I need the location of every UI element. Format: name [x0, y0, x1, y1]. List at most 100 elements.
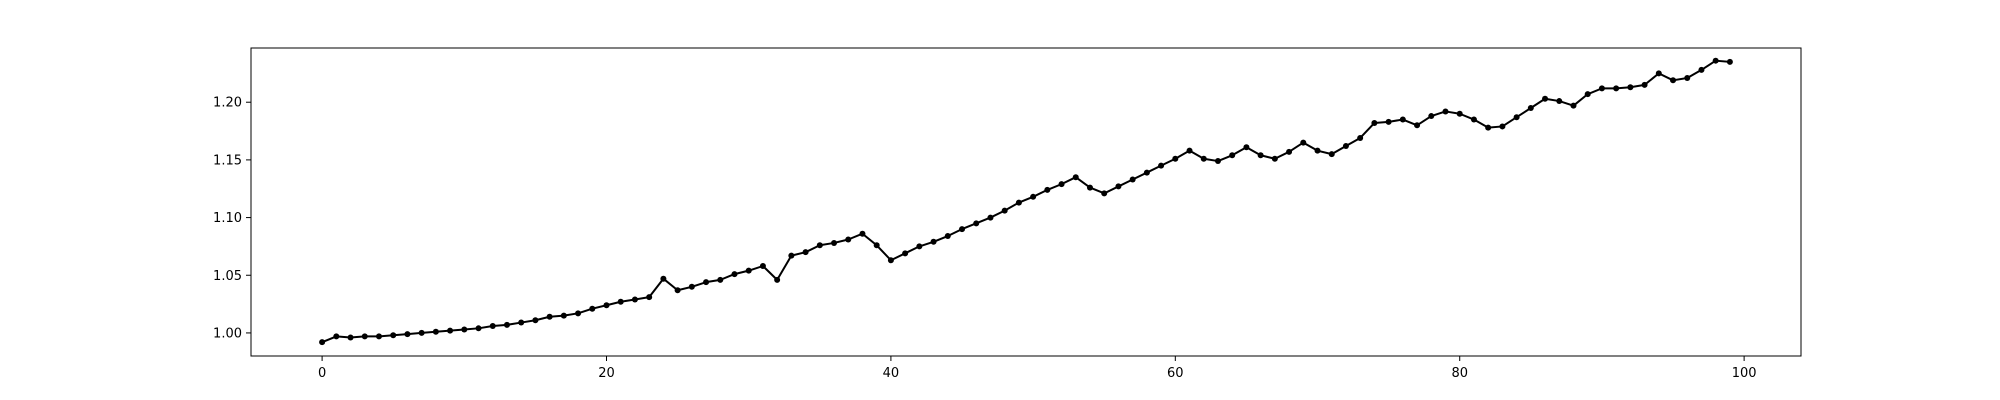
data-point — [1129, 176, 1136, 183]
data-point — [646, 294, 653, 301]
data-point — [1712, 57, 1719, 64]
data-point — [1314, 147, 1321, 154]
y-tick-label: 1.00 — [213, 326, 242, 341]
data-point — [1513, 114, 1520, 121]
data-point — [432, 328, 439, 335]
data-point — [1698, 66, 1705, 73]
data-point — [1214, 158, 1221, 165]
data-point — [731, 271, 738, 278]
data-point — [1371, 119, 1378, 126]
x-tick-label: 0 — [318, 366, 326, 381]
data-point — [532, 317, 539, 324]
data-point — [717, 276, 724, 283]
x-tick-label: 80 — [1451, 366, 1468, 381]
data-point — [1470, 116, 1477, 123]
data-point — [1015, 199, 1022, 206]
data-point — [1001, 207, 1008, 214]
data-point — [1243, 144, 1250, 151]
data-point — [759, 263, 766, 270]
data-point — [560, 312, 567, 319]
data-point — [1655, 70, 1662, 77]
data-point — [1414, 122, 1421, 129]
data-point — [1271, 155, 1278, 162]
x-tick-label: 100 — [1732, 366, 1757, 381]
data-point — [1186, 147, 1193, 154]
data-point — [674, 287, 681, 294]
data-point — [1527, 104, 1534, 111]
data-point — [1286, 148, 1293, 155]
data-point — [1613, 85, 1620, 92]
data-point — [1086, 184, 1093, 191]
x-axis: 0 20 40 60 80 100 — [318, 356, 1757, 381]
data-point — [575, 310, 582, 317]
data-point — [688, 283, 695, 290]
data-point — [333, 333, 340, 340]
data-point — [973, 220, 980, 227]
data-point — [1485, 124, 1492, 131]
data-point — [361, 333, 368, 340]
data-point — [375, 333, 382, 340]
data-point — [617, 298, 624, 305]
data-point — [1030, 193, 1037, 200]
data-point — [404, 331, 411, 338]
data-point — [589, 305, 596, 312]
data-point — [1172, 155, 1179, 162]
data-point — [703, 279, 710, 286]
data-point — [347, 334, 354, 341]
data-point — [1627, 84, 1634, 91]
data-point — [1328, 151, 1335, 158]
data-point — [475, 325, 482, 332]
data-point — [944, 233, 951, 240]
data-point — [1229, 152, 1236, 159]
data-point — [1399, 116, 1406, 123]
data-point — [1570, 102, 1577, 109]
data-point — [1428, 113, 1435, 120]
x-tick-label: 60 — [1167, 366, 1184, 381]
data-point — [1342, 143, 1349, 150]
data-point — [959, 226, 966, 233]
x-tick-label: 40 — [883, 366, 900, 381]
data-point — [1200, 155, 1207, 162]
data-point — [745, 267, 752, 274]
y-tick-label: 1.10 — [213, 211, 242, 226]
plot-frame — [250, 47, 1802, 357]
data-point — [1257, 152, 1264, 159]
x-tick-label: 20 — [598, 366, 615, 381]
data-point — [816, 242, 823, 249]
data-point — [503, 321, 510, 328]
data-point — [1044, 186, 1051, 193]
data-point — [631, 296, 638, 303]
data-point — [1385, 118, 1392, 125]
data-point — [1442, 108, 1449, 115]
y-tick-label: 1.20 — [213, 96, 242, 111]
y-axis: 1.00 1.05 1.10 1.15 1.20 — [213, 96, 251, 341]
data-point — [447, 327, 454, 334]
data-point — [1726, 58, 1733, 65]
series-line — [321, 59, 1730, 344]
data-point — [546, 313, 553, 320]
data-point — [788, 252, 795, 259]
data-point — [831, 239, 838, 246]
data-point — [1556, 98, 1563, 105]
data-point — [489, 323, 496, 330]
plot-series — [319, 57, 1733, 346]
data-point — [859, 230, 866, 237]
data-point — [603, 302, 610, 309]
data-point — [1115, 183, 1122, 190]
data-point — [930, 238, 937, 245]
data-point — [1101, 190, 1108, 197]
y-tick-label: 1.05 — [213, 269, 242, 284]
data-point — [1300, 139, 1307, 146]
data-point — [1357, 134, 1364, 141]
data-point — [887, 257, 894, 264]
data-point — [802, 249, 809, 256]
data-point — [660, 275, 667, 282]
data-point — [319, 339, 326, 346]
data-point — [987, 214, 994, 221]
data-point — [518, 319, 525, 326]
data-point — [1072, 174, 1079, 181]
data-point — [1684, 74, 1691, 81]
data-point — [1584, 91, 1591, 98]
data-point — [902, 250, 909, 257]
